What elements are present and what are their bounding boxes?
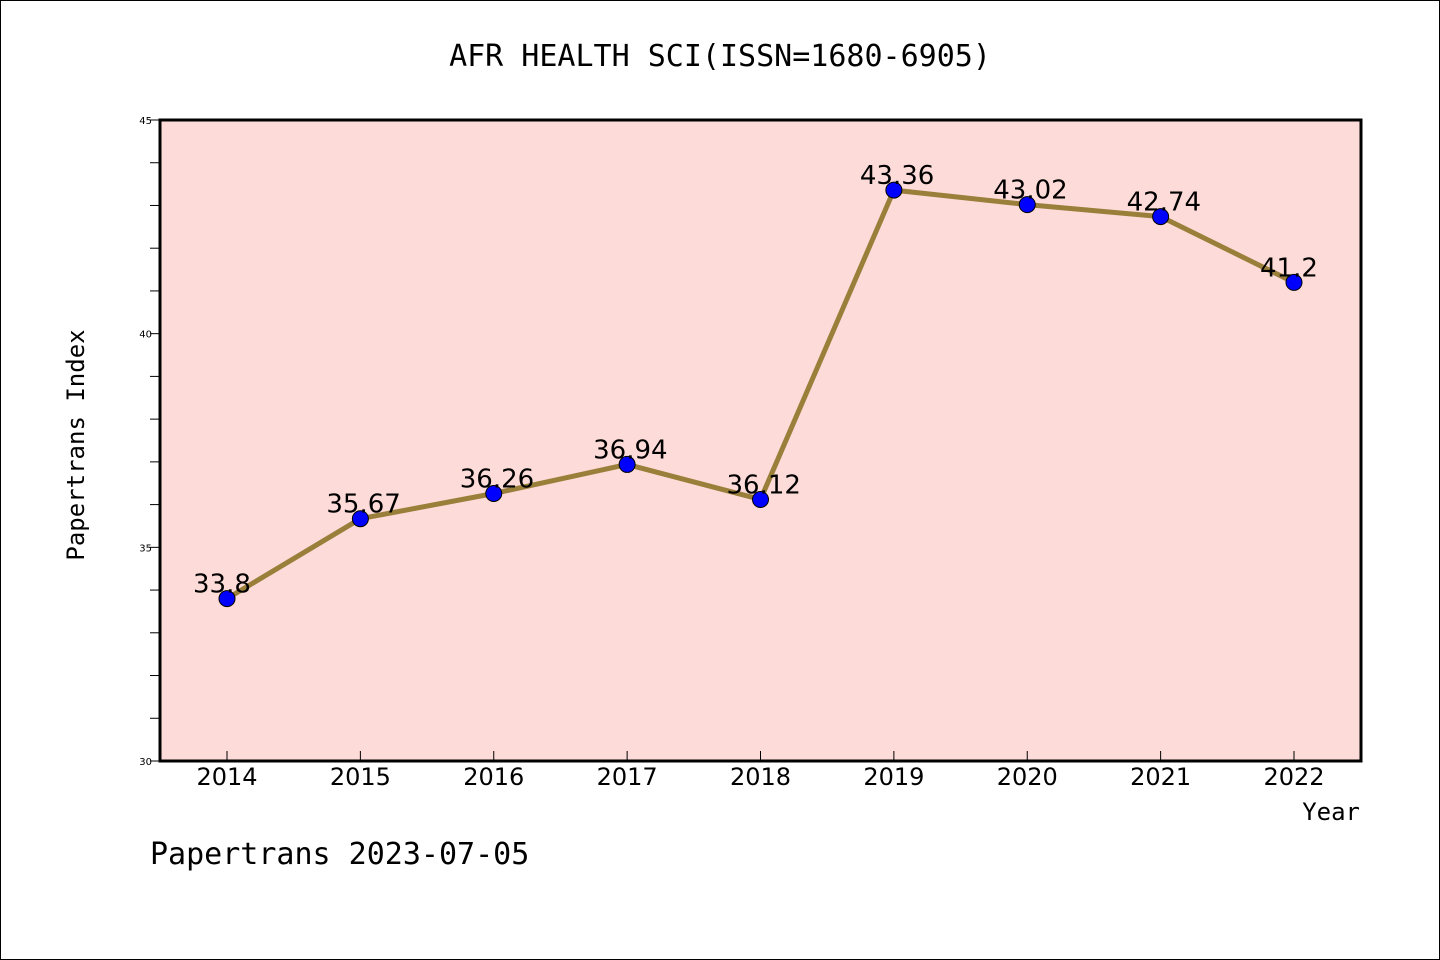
data-label: 43.36 xyxy=(860,161,934,191)
x-axis-label: Year xyxy=(1302,798,1360,826)
plot-area xyxy=(158,118,1363,763)
data-label: 43.02 xyxy=(993,176,1067,206)
data-label: 35.67 xyxy=(326,490,400,520)
y-tick-label: 35 xyxy=(139,543,152,554)
data-label: 42.74 xyxy=(1127,188,1201,218)
x-tick-label: 2022 xyxy=(1263,763,1324,791)
x-axis: 2014 2015 2016 2017 2018 2019 2020 2021 2022 xyxy=(196,751,1325,791)
data-point xyxy=(618,455,636,473)
footer-text: Papertrans 2023-07-05 xyxy=(150,837,529,872)
x-tick-label: 2014 xyxy=(196,763,257,791)
x-tick-label: 2021 xyxy=(1130,763,1191,791)
y-axis: 30 35 40 45 xyxy=(139,116,160,768)
x-tick-label: 2018 xyxy=(730,763,791,791)
data-point xyxy=(485,484,503,502)
chart-title: AFR HEALTH SCI(ISSN=1680-6905) xyxy=(449,39,991,74)
y-tick-label: 45 xyxy=(139,116,152,127)
data-label: 36.94 xyxy=(593,435,667,465)
y-tick-label: 40 xyxy=(139,330,152,341)
data-label: 33.8 xyxy=(193,570,251,600)
x-tick-label: 2020 xyxy=(997,763,1058,791)
data-label-group: 33.8 35.67 36.26 36.94 36.12 43.36 43.02 42.74 4… xyxy=(193,161,1318,600)
x-tick-label: 2015 xyxy=(330,763,391,791)
y-axis-label: Papertrans Index xyxy=(62,329,90,560)
data-point xyxy=(752,490,769,508)
x-tick-label: 2017 xyxy=(597,763,658,791)
marker-group xyxy=(218,181,1303,608)
data-label: 36.12 xyxy=(727,470,801,500)
data-point xyxy=(351,510,369,528)
data-point xyxy=(218,590,236,608)
data-label: 41.2 xyxy=(1260,253,1318,283)
y-tick-label: 30 xyxy=(139,757,152,768)
data-point xyxy=(1018,196,1036,214)
data-point xyxy=(1285,273,1303,291)
x-tick-label: 2019 xyxy=(863,763,924,791)
data-point xyxy=(1152,208,1170,226)
x-tick-label: 2016 xyxy=(463,763,524,791)
data-point xyxy=(885,181,903,199)
data-label: 36.26 xyxy=(460,464,534,494)
